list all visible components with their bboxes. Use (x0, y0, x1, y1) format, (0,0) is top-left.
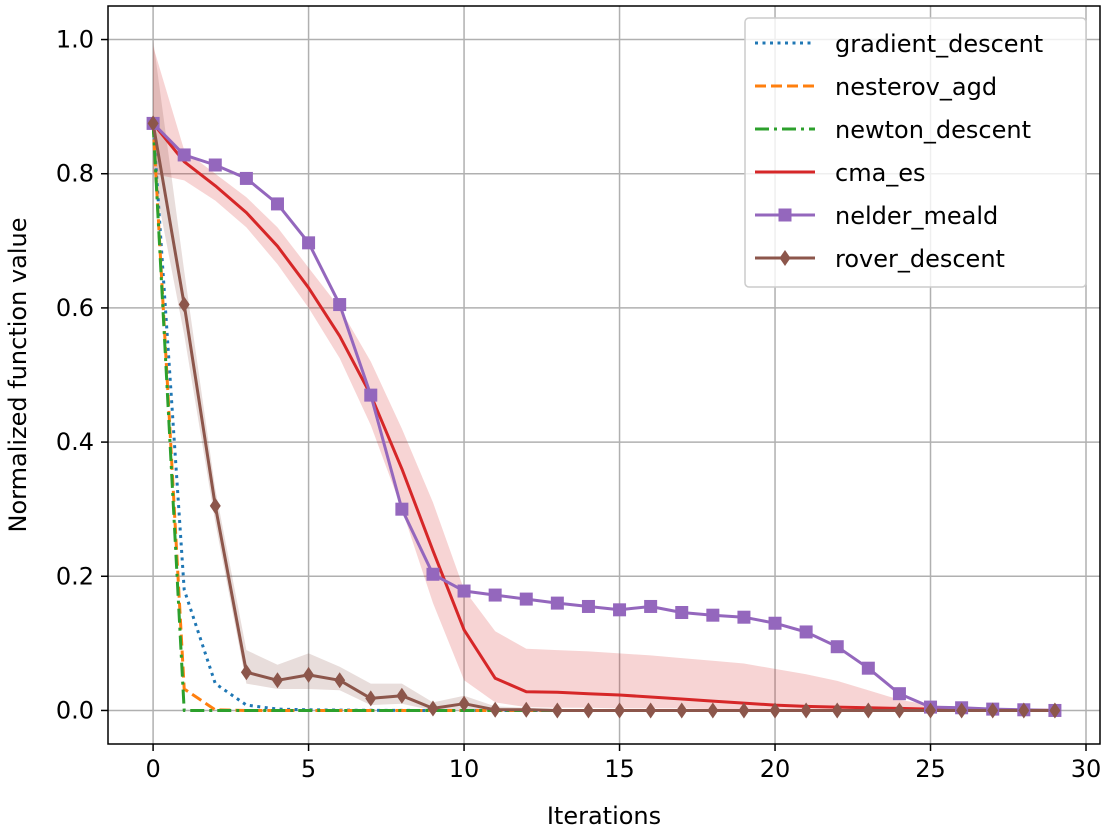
nelder_meald-point (675, 606, 689, 620)
y-tick-label: 0.4 (56, 428, 94, 456)
legend-label: rover_descent (835, 245, 1005, 273)
rover_descent-point (738, 702, 750, 719)
x-tick-label: 15 (604, 755, 635, 783)
x-tick-label: 0 (145, 755, 160, 783)
rover_descent-point (582, 702, 594, 719)
rover_descent-point (178, 296, 190, 313)
x-tick-label: 30 (1071, 755, 1102, 783)
rover_descent-point (645, 702, 657, 719)
nelder_meald-point (395, 502, 409, 516)
nelder_meald-point (177, 148, 191, 162)
x-tick-label: 20 (760, 755, 791, 783)
nelder_meald-point (892, 687, 906, 701)
y-tick-label: 0.2 (56, 562, 94, 590)
nelder_meald-point (644, 599, 658, 613)
nelder_meald-point (861, 661, 875, 675)
legend-label: newton_descent (835, 116, 1031, 144)
rover_descent-point (303, 666, 315, 683)
rover_descent-point (427, 700, 439, 717)
rover_descent-point (271, 672, 283, 689)
legend-label: cma_es (835, 159, 926, 187)
rover_descent-point (862, 702, 874, 719)
rover_descent-point (1049, 702, 1061, 719)
rover_descent-band (153, 39, 1055, 711)
y-tick-label: 1.0 (56, 26, 94, 54)
x-tick-label: 25 (915, 755, 946, 783)
nelder_meald-point (488, 588, 502, 602)
rover_descent-point (831, 702, 843, 719)
nelder_meald-point (613, 603, 627, 617)
legend-label: nelder_meald (835, 202, 998, 230)
y-tick-label: 0.6 (56, 294, 94, 322)
nelder_meald-point (830, 640, 844, 654)
legend: gradient_descent nesterov_agd newton_desce… (744, 17, 1087, 288)
x-tick-label: 5 (301, 755, 316, 783)
y-axis-label: Normalized function value (4, 218, 32, 533)
nelder_meald-point (799, 625, 813, 639)
y-tick-label: 0.8 (56, 160, 94, 188)
rover_descent-point (334, 672, 346, 689)
legend-label: nesterov_agd (835, 73, 997, 101)
legend-marker (778, 208, 792, 222)
nelder_meald-point (364, 388, 378, 402)
rover_descent-point (676, 702, 688, 719)
x-axis-label: Iterations (547, 802, 661, 830)
rover_descent-point (1018, 702, 1030, 719)
rover_descent-point (614, 702, 626, 719)
rover_descent-point (769, 702, 781, 719)
rover_descent-point (987, 702, 999, 719)
nelder_meald-point (457, 584, 471, 598)
rover_descent-point (925, 702, 937, 719)
rover_descent-point (551, 702, 563, 719)
axes-frame (107, 5, 1101, 745)
axis-ticks: 0 5 10 15 20 25 30 0.0 0.2 0.4 0.6 0.8 1.0 (56, 26, 1101, 783)
nelder_meald-point (550, 596, 564, 610)
nelder_meald-point (581, 599, 595, 613)
nelder_meald-point (519, 592, 533, 606)
legend-box (744, 17, 1087, 288)
x-tick-label: 10 (449, 755, 480, 783)
rover_descent-point (209, 497, 221, 514)
rover_descent-point (800, 702, 812, 719)
nelder_meald-point (706, 608, 720, 622)
nelder_meald-point (302, 236, 316, 250)
rover_descent-point (147, 115, 159, 132)
cma_es-line (151, 122, 1055, 712)
nelder_meald-point (426, 567, 440, 581)
legend-label: gradient_descent (835, 30, 1043, 58)
rover_descent-point (707, 702, 719, 719)
rover_descent-point (956, 702, 968, 719)
nelder_meald-point (333, 298, 347, 312)
series-markers (146, 115, 1062, 719)
rover_descent-point (365, 690, 377, 707)
rover_descent-point (240, 664, 252, 681)
nelder_meald-point (208, 158, 222, 172)
nelder_meald-point (737, 610, 751, 624)
nelder_meald-point (270, 197, 284, 211)
legend-marker (779, 250, 791, 266)
rover_descent-point (396, 687, 408, 704)
rover_descent-point (520, 701, 532, 718)
nelder_meald-point (239, 171, 253, 185)
rover_descent-point (458, 695, 470, 712)
rover_descent-point (489, 701, 501, 718)
confidence-bands (153, 39, 1055, 711)
y-tick-label: 0.0 (56, 696, 94, 724)
rover_descent-point (893, 702, 905, 719)
nelder_meald-point (768, 616, 782, 630)
